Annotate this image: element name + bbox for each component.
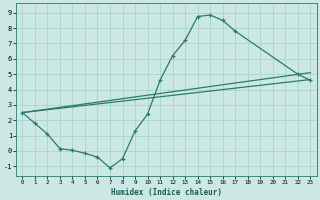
- X-axis label: Humidex (Indice chaleur): Humidex (Indice chaleur): [111, 188, 222, 197]
